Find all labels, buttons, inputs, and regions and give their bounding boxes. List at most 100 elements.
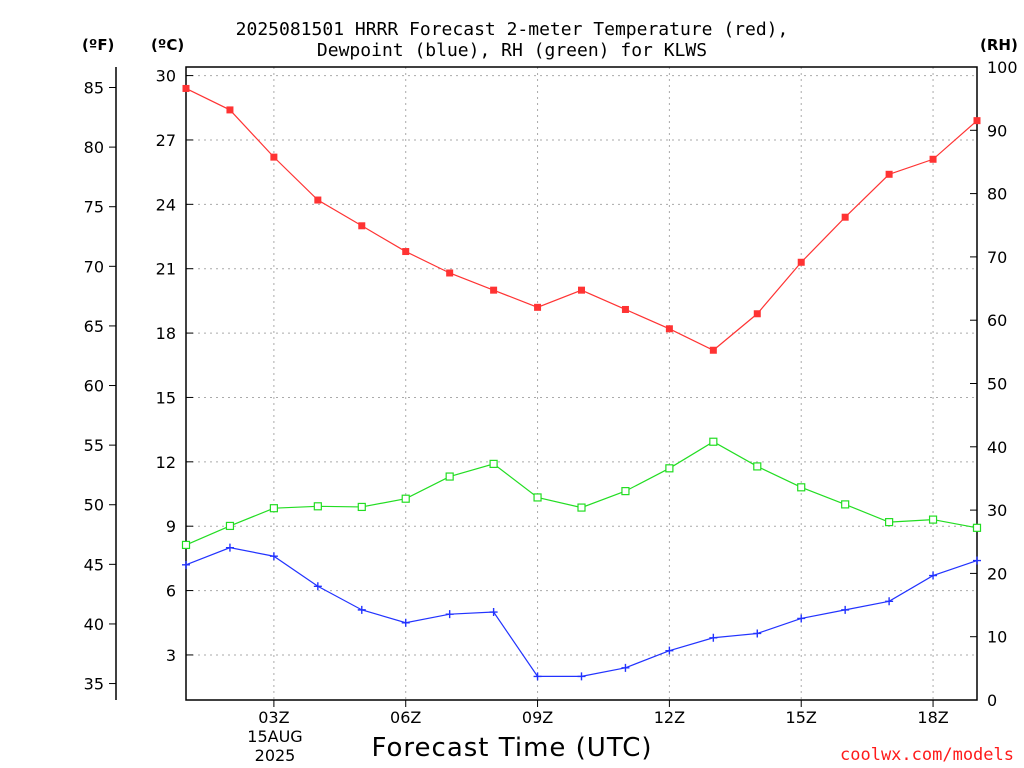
fahrenheit-unit-label: (ºF)	[82, 36, 115, 54]
rh-point	[753, 462, 762, 471]
dewpoint-point	[885, 597, 894, 606]
temperature-point	[709, 346, 717, 354]
temperature-point	[182, 84, 190, 92]
dewpoint-point	[182, 560, 190, 569]
temperature-point	[578, 286, 585, 294]
temperature-point	[665, 325, 673, 333]
rh-point	[225, 521, 235, 531]
celsius-tick-label: 6	[166, 582, 176, 601]
celsius-tick-label: 30	[156, 67, 176, 86]
temperature-point	[446, 269, 454, 277]
celsius-tick-label: 24	[156, 195, 176, 214]
rh-unit-label: (RH)	[980, 36, 1018, 54]
dewpoint-point	[577, 672, 586, 681]
date-year-label: 2025	[254, 746, 296, 765]
fahrenheit-tick-label: 65	[84, 317, 104, 336]
rh-point	[885, 518, 894, 527]
rh-point	[313, 502, 322, 511]
axes-layer: 03Z 06Z 09Z 12Z 15Z 18Z 3 6 9 12 15 18 21 24 27 30 35 40 4…	[84, 58, 1018, 727]
rh-tick-label: 90	[987, 121, 1007, 140]
rh-point	[709, 437, 718, 446]
celsius-tick-label: 27	[156, 131, 176, 150]
plot-frame	[185, 66, 978, 701]
x-axis-title: Forecast Time (UTC)	[371, 733, 653, 763]
rh-point	[841, 500, 850, 509]
temperature-point	[929, 155, 937, 163]
rh-point	[972, 523, 982, 532]
rh-point	[489, 459, 498, 468]
temperature-line	[185, 87, 978, 351]
fahrenheit-tick-label: 75	[84, 198, 104, 217]
temperature-point	[226, 106, 234, 114]
rh-point	[621, 487, 630, 496]
dewpoint-point	[357, 605, 366, 614]
temperature-point	[490, 286, 498, 294]
x-tick-label: 12Z	[654, 708, 685, 727]
dewpoint-point	[313, 582, 322, 591]
rh-point	[797, 483, 806, 492]
x-tick-label: 18Z	[917, 708, 948, 727]
fahrenheit-tick-label: 60	[84, 377, 104, 396]
temperature-point	[797, 258, 805, 266]
rh-point	[928, 515, 938, 524]
fahrenheit-tick-label: 85	[84, 79, 104, 98]
temperature-point	[314, 196, 322, 204]
rh-point	[357, 502, 366, 512]
dewpoint-point	[621, 663, 630, 672]
chart-title-line-2: Dewpoint (blue), RH (green) for KLWS	[316, 40, 708, 61]
rh-point	[665, 464, 674, 473]
dewpoint-point	[797, 614, 806, 623]
fahrenheit-tick-label: 35	[84, 675, 104, 694]
temperature-point	[753, 310, 761, 318]
rh-point	[401, 494, 410, 503]
celsius-tick-label: 21	[156, 260, 176, 279]
fahrenheit-tick-label: 70	[84, 257, 104, 276]
grid-layer	[186, 67, 977, 700]
rh-line	[185, 441, 978, 546]
date-day-label: 15AUG	[247, 727, 303, 746]
credit-text: coolwx.com/models	[840, 745, 1014, 765]
celsius-tick-label: 9	[166, 517, 176, 536]
dewpoint-point	[533, 672, 542, 681]
fahrenheit-tick-label: 50	[84, 496, 104, 515]
celsius-tick-label: 12	[156, 453, 176, 472]
dewpoint-point	[753, 629, 762, 638]
temperature-point	[885, 170, 893, 178]
fahrenheit-tick-label: 80	[84, 138, 104, 157]
dewpoint-point	[841, 605, 850, 614]
rh-point	[181, 540, 191, 550]
fahrenheit-tick-label: 45	[84, 555, 104, 574]
dewpoint-point	[269, 552, 278, 561]
rh-tick-label: 30	[987, 501, 1007, 520]
dewpoint-point	[489, 608, 498, 617]
dewpoint-point	[401, 618, 410, 627]
temperature-point	[973, 117, 981, 125]
temperature-point	[621, 305, 629, 313]
chart-title-line-1: 2025081501 HRRR Forecast 2-meter Tempera…	[235, 19, 789, 40]
rh-tick-label: 70	[987, 248, 1007, 267]
rh-tick-label: 0	[987, 691, 997, 710]
rh-tick-label: 60	[987, 311, 1007, 330]
rh-tick-label: 50	[987, 375, 1007, 394]
temperature-point	[402, 248, 410, 256]
celsius-unit-label: (ºC)	[151, 36, 185, 54]
x-tick-label: 15Z	[786, 708, 817, 727]
temperature-point	[534, 303, 542, 311]
rh-tick-label: 80	[987, 185, 1007, 204]
dewpoint-point	[665, 646, 674, 655]
rh-tick-label: 100	[987, 58, 1018, 77]
dewpoint-point	[445, 610, 454, 619]
rh-point	[577, 503, 586, 512]
x-tick-label: 03Z	[258, 708, 289, 727]
fahrenheit-tick-label: 40	[84, 615, 104, 634]
fahrenheit-tick-label: 55	[84, 436, 104, 455]
dewpoint-point	[709, 633, 718, 642]
temperature-point	[270, 153, 278, 161]
x-tick-label: 09Z	[522, 708, 553, 727]
rh-point	[445, 472, 454, 481]
dewpoint-point	[973, 556, 981, 565]
temperature-point	[841, 213, 849, 221]
x-tick-label: 06Z	[390, 708, 421, 727]
dewpoint-line	[185, 547, 978, 677]
